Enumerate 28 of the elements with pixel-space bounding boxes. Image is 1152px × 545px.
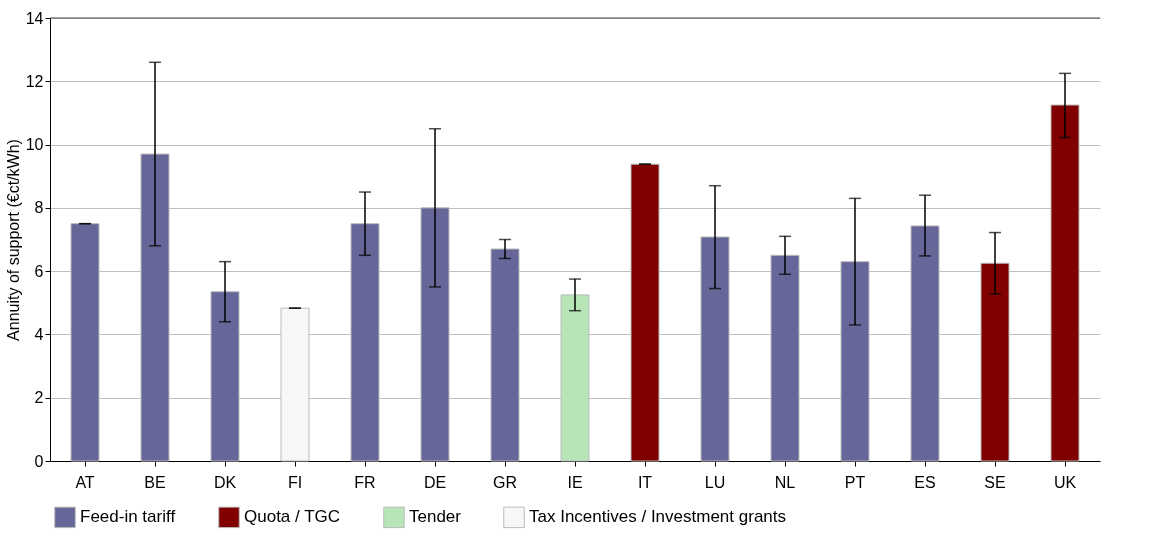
y-tick-label: 4 [34, 325, 44, 343]
x-tick-label: BE [144, 473, 166, 491]
x-tick-label: NL [774, 473, 796, 491]
x-tick-label: FI [287, 473, 303, 491]
y-tick-label: 6 [34, 262, 44, 280]
legend-label: Tender [409, 507, 462, 527]
x-tick-label: DE [423, 473, 447, 491]
legend-label: Tax Incentives / Investment grants [529, 507, 787, 527]
legend-label: Quota / TGC [244, 507, 341, 527]
x-tick-label: PT [844, 473, 866, 491]
y-tick-label: 12 [25, 72, 44, 90]
x-tick-label: SE [984, 473, 1006, 491]
x-tick-label: ES [914, 473, 936, 491]
x-tick-label: IE [567, 473, 583, 491]
legend-label: Feed-in tariff [80, 507, 176, 527]
x-tick-label: UK [1053, 473, 1077, 491]
y-tick-label: 8 [34, 199, 44, 217]
x-tick-label: DK [213, 473, 237, 491]
y-tick-label: 2 [34, 389, 44, 407]
y-axis-title: Annuity of support (€ct/kWh) [4, 139, 22, 341]
x-tick-label: IT [637, 473, 653, 491]
x-tick-label: LU [704, 473, 726, 491]
y-tick-label: 14 [25, 9, 44, 27]
x-tick-label: FR [354, 473, 376, 491]
x-tick-label: GR [493, 473, 517, 491]
x-tick-label: AT [75, 473, 95, 491]
y-tick-label: 0 [34, 452, 44, 470]
y-tick-label: 10 [25, 136, 44, 154]
